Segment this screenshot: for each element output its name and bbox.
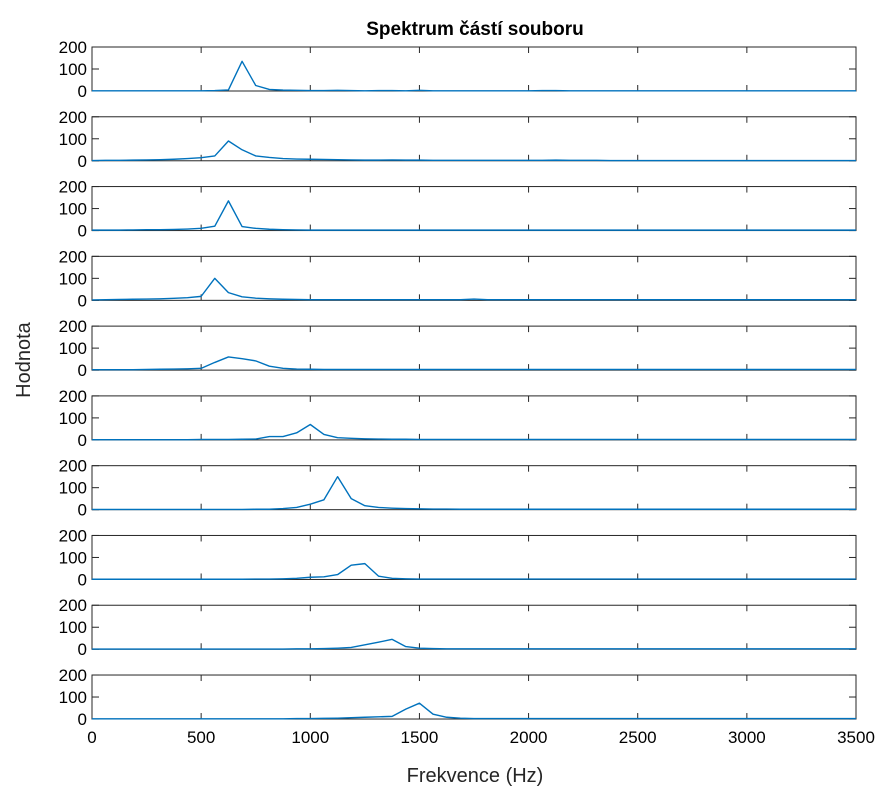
series-line	[92, 562, 856, 580]
y-tick-label: 0	[78, 152, 87, 171]
x-tick-label: 2000	[510, 728, 548, 747]
y-tick-label: 200	[59, 247, 87, 266]
subplot-7: 0 100 200	[59, 457, 857, 520]
series-line	[92, 356, 856, 371]
series-line	[91, 140, 856, 162]
y-tick-label: 200	[59, 666, 87, 685]
y-tick-label: 0	[78, 222, 87, 241]
series-line	[92, 475, 856, 511]
y-tick-label: 200	[59, 526, 87, 545]
y-tick-label: 200	[59, 178, 87, 197]
y-tick-label: 100	[59, 269, 87, 288]
x-tick-label: 3500	[837, 728, 875, 747]
y-tick-label: 100	[59, 409, 87, 428]
axes-box	[91, 604, 857, 650]
axes-box	[91, 674, 857, 720]
subplot-8: 0 100 200	[59, 526, 857, 589]
series-line	[92, 423, 856, 441]
y-tick-label: 200	[59, 387, 87, 406]
axes-box	[91, 325, 857, 371]
y-tick-label: 200	[59, 317, 87, 336]
subplot-6: 0 100 200	[59, 387, 857, 450]
y-tick-label: 100	[59, 339, 87, 358]
x-tick-label: 500	[187, 728, 215, 747]
x-tick-label: 1000	[291, 728, 329, 747]
x-tick-label: 3000	[728, 728, 766, 747]
y-tick-label: 0	[78, 570, 87, 589]
y-tick-label: 100	[59, 200, 87, 219]
subplot-1: 0 100 200	[59, 38, 857, 101]
y-tick-label: 0	[78, 710, 87, 729]
y-tick-label: 100	[59, 479, 87, 498]
series-line	[92, 200, 856, 231]
chart-title: Spektrum částí souboru	[366, 19, 584, 40]
y-tick-label: 100	[59, 60, 87, 79]
y-tick-label: 100	[59, 130, 87, 149]
axes-box	[91, 255, 857, 301]
y-tick-label: 200	[59, 108, 87, 127]
series-line	[92, 638, 856, 650]
series-line	[92, 60, 856, 92]
series-line	[91, 277, 856, 301]
subplot-5: 0 100 200	[59, 317, 857, 380]
axes-box	[91, 395, 857, 441]
series-line	[92, 702, 856, 720]
y-tick-label: 0	[78, 640, 87, 659]
x-axis-label: Frekvence (Hz)	[407, 765, 544, 787]
y-tick-label: 200	[59, 457, 87, 476]
y-tick-label: 100	[59, 688, 87, 707]
axes-box	[91, 46, 857, 92]
subplot-2: 0 100 200	[59, 108, 857, 171]
axes-box	[91, 186, 857, 232]
axes-box	[91, 534, 857, 580]
y-tick-label: 200	[59, 38, 87, 57]
axes-box	[91, 465, 857, 511]
y-tick-label: 0	[78, 361, 87, 380]
x-tick-label: 0	[87, 728, 96, 747]
y-axis-label: Hodnota	[13, 321, 35, 397]
y-tick-label: 100	[59, 618, 87, 637]
x-tick-label: 2500	[619, 728, 657, 747]
subplot-3: 0 100 200	[59, 178, 857, 241]
y-tick-label: 0	[78, 501, 87, 520]
axes-box	[91, 116, 857, 162]
subplot-4: 0 100 200	[59, 247, 857, 310]
y-tick-label: 0	[78, 82, 87, 101]
subplot-9: 0 100 200	[59, 596, 857, 659]
y-tick-label: 200	[59, 596, 87, 615]
y-tick-label: 100	[59, 548, 87, 567]
y-tick-label: 0	[78, 291, 87, 310]
x-tick-label: 1500	[401, 728, 439, 747]
subplot-stack: 0100200010020001002000100200010020001002…	[59, 38, 875, 747]
y-tick-label: 0	[78, 431, 87, 450]
